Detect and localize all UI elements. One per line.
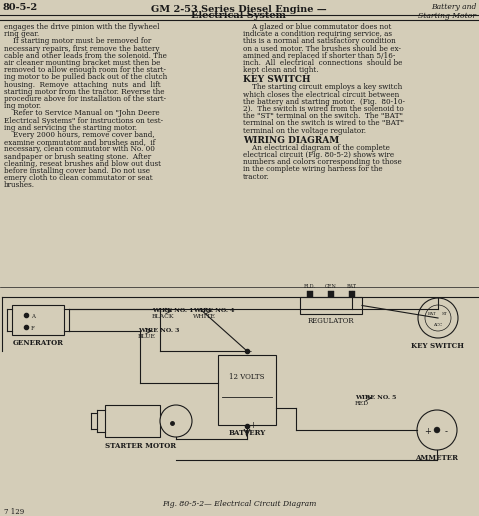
FancyBboxPatch shape <box>300 297 362 314</box>
Text: cable and other leads from the solenoid. The: cable and other leads from the solenoid.… <box>4 52 167 60</box>
Text: An electrical diagram of the complete: An electrical diagram of the complete <box>243 144 390 152</box>
Text: +: + <box>424 427 432 436</box>
Circle shape <box>417 410 457 450</box>
Text: A: A <box>31 314 35 318</box>
Text: ACC: ACC <box>433 323 443 327</box>
Text: KEY SWITCH: KEY SWITCH <box>243 75 310 85</box>
Text: -: - <box>249 347 252 357</box>
Text: The starting circuit employs a key switch: The starting circuit employs a key switc… <box>243 84 402 91</box>
Text: REGULATOR: REGULATOR <box>308 317 354 325</box>
Bar <box>349 291 355 297</box>
Text: WIRING DIAGRAM: WIRING DIAGRAM <box>243 136 339 145</box>
Text: BATTERY: BATTERY <box>228 429 266 437</box>
Circle shape <box>434 427 440 433</box>
Text: ing motor to be pulled back out of the clutch: ing motor to be pulled back out of the c… <box>4 73 167 82</box>
Text: Every 2000 hours, remove cover band,: Every 2000 hours, remove cover band, <box>4 131 155 139</box>
Text: electrical circuit (Fig. 80-5-2) shows wire: electrical circuit (Fig. 80-5-2) shows w… <box>243 151 394 159</box>
Text: which closes the electrical circuit between: which closes the electrical circuit betw… <box>243 91 399 99</box>
Text: brushes.: brushes. <box>4 182 35 189</box>
Text: A glazed or blue commutator does not: A glazed or blue commutator does not <box>243 23 391 31</box>
Text: procedure above for installation of the start-: procedure above for installation of the … <box>4 95 166 103</box>
Text: air cleaner mounting bracket must then be: air cleaner mounting bracket must then b… <box>4 59 160 67</box>
Text: ring gear.: ring gear. <box>4 30 39 38</box>
Text: AMMETER: AMMETER <box>415 454 458 462</box>
Text: +: + <box>249 422 256 430</box>
Text: necessary repairs, first remove the battery: necessary repairs, first remove the batt… <box>4 44 160 53</box>
Text: GENERATOR: GENERATOR <box>12 339 64 347</box>
Text: RED: RED <box>355 401 369 406</box>
Text: BLACK: BLACK <box>152 314 174 319</box>
FancyBboxPatch shape <box>218 355 276 425</box>
Text: Battery and
Starting Motor: Battery and Starting Motor <box>418 3 476 20</box>
Text: BLUE: BLUE <box>138 334 156 339</box>
Text: engages the drive pinion with the flywheel: engages the drive pinion with the flywhe… <box>4 23 160 31</box>
Text: cleaning, reseat brushes and blow out dust: cleaning, reseat brushes and blow out du… <box>4 160 161 168</box>
Text: WIRE NO. 3: WIRE NO. 3 <box>138 328 179 333</box>
Text: kept clean and tight.: kept clean and tight. <box>243 66 319 74</box>
Text: inch.  All  electrical  connections  should be: inch. All electrical connections should … <box>243 59 402 67</box>
Bar <box>328 291 334 297</box>
Text: Fig. 80-5-2— Electrical Circuit Diagram: Fig. 80-5-2— Electrical Circuit Diagram <box>162 500 316 508</box>
Text: Electrical Systems" for instructions on test-: Electrical Systems" for instructions on … <box>4 117 163 124</box>
Bar <box>307 291 313 297</box>
FancyBboxPatch shape <box>105 405 160 437</box>
Text: BAT: BAT <box>347 284 357 289</box>
Text: housing.  Remove  attaching  nuts  and  lift: housing. Remove attaching nuts and lift <box>4 80 160 89</box>
Text: WIRE NO. 1: WIRE NO. 1 <box>152 308 194 313</box>
Text: ing and servicing the starting motor.: ing and servicing the starting motor. <box>4 124 137 132</box>
Text: starting motor from the tractor. Reverse the: starting motor from the tractor. Reverse… <box>4 88 164 96</box>
Text: removed to allow enough room for the start-: removed to allow enough room for the sta… <box>4 66 166 74</box>
Text: -: - <box>445 427 447 437</box>
Text: terminal on the voltage regulator.: terminal on the voltage regulator. <box>243 126 366 135</box>
Text: GEN: GEN <box>325 284 337 289</box>
Text: this is a normal and satisfactory condition: this is a normal and satisfactory condit… <box>243 37 396 45</box>
Text: emery cloth to clean commutator or seat: emery cloth to clean commutator or seat <box>4 174 153 182</box>
Text: 2).  The switch is wired from the solenoid to: 2). The switch is wired from the solenoi… <box>243 105 404 113</box>
Text: indicate a condition requiring service, as: indicate a condition requiring service, … <box>243 30 392 38</box>
Text: FLD.: FLD. <box>304 284 316 289</box>
Text: ST: ST <box>441 312 447 316</box>
Text: WHITE: WHITE <box>193 314 216 319</box>
Text: If starting motor must be removed for: If starting motor must be removed for <box>4 37 151 45</box>
Text: in the complete wiring harness for the: in the complete wiring harness for the <box>243 166 383 173</box>
Text: the "ST" terminal on the switch.  The "BAT": the "ST" terminal on the switch. The "BA… <box>243 112 403 120</box>
Text: examine commutator and brushes and,  if: examine commutator and brushes and, if <box>4 138 155 146</box>
Circle shape <box>160 405 192 437</box>
Circle shape <box>418 298 458 338</box>
Text: 80-5-2: 80-5-2 <box>3 4 38 12</box>
Text: tractor.: tractor. <box>243 172 270 181</box>
Text: WIRE NO. 5: WIRE NO. 5 <box>355 395 397 400</box>
Text: sandpaper or brush seating stone.  After: sandpaper or brush seating stone. After <box>4 153 151 160</box>
FancyBboxPatch shape <box>12 305 64 335</box>
Text: GM 2-53 Series Diesel Engine —: GM 2-53 Series Diesel Engine — <box>151 5 327 14</box>
Text: before installing cover band. Do not use: before installing cover band. Do not use <box>4 167 150 175</box>
Text: terminal on the switch is wired to the "BAT": terminal on the switch is wired to the "… <box>243 119 404 127</box>
Circle shape <box>425 305 451 331</box>
Text: amined and replaced if shorter than 5/16-: amined and replaced if shorter than 5/16… <box>243 52 395 60</box>
Text: Refer to Service Manual on "John Deere: Refer to Service Manual on "John Deere <box>4 109 160 118</box>
Text: 12 VOLTS: 12 VOLTS <box>229 374 265 381</box>
Text: necessary, clean commutator with No. 00: necessary, clean commutator with No. 00 <box>4 146 155 153</box>
Text: the battery and starting motor.  (Fig.  80-10-: the battery and starting motor. (Fig. 80… <box>243 98 405 106</box>
Text: 7 129: 7 129 <box>4 508 24 516</box>
Text: Electrical System: Electrical System <box>192 11 286 20</box>
Text: ing motor.: ing motor. <box>4 102 41 110</box>
Text: on a used motor. The brushes should be ex-: on a used motor. The brushes should be e… <box>243 44 401 53</box>
Text: STARTER MOTOR: STARTER MOTOR <box>105 442 176 450</box>
Text: F: F <box>31 326 35 331</box>
Text: numbers and colors corresponding to those: numbers and colors corresponding to thos… <box>243 158 402 166</box>
Text: BAT: BAT <box>428 312 436 316</box>
Text: WIRE NO. 4: WIRE NO. 4 <box>193 308 235 313</box>
Text: KEY SWITCH: KEY SWITCH <box>411 342 465 350</box>
